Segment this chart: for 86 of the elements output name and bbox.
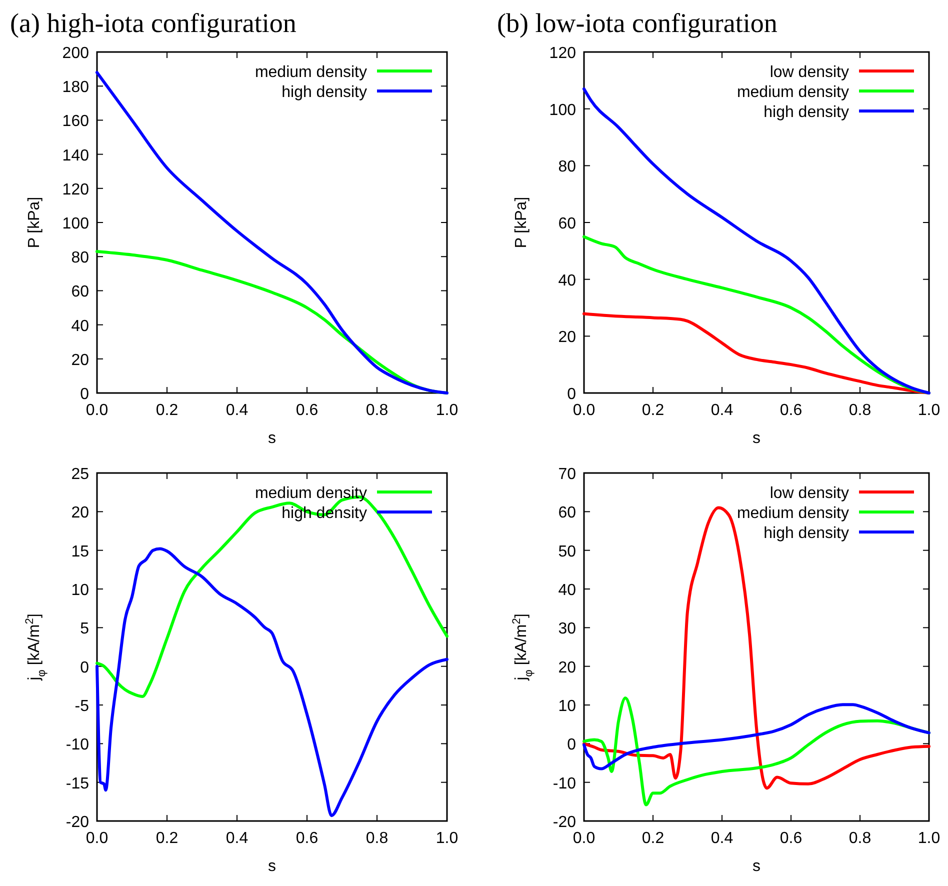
y-tick-label: 0 xyxy=(567,386,576,403)
x-tick-label: 0.0 xyxy=(86,402,108,419)
x-tick-label: 0.6 xyxy=(296,830,318,847)
y-tick-label: -20 xyxy=(66,814,90,831)
x-tick-label: 0.8 xyxy=(366,402,388,419)
legend-label: high density xyxy=(282,84,367,101)
x-tick-label: 0.2 xyxy=(156,402,178,419)
y-tick-label: 80 xyxy=(71,250,90,267)
y-tick-label: 100 xyxy=(62,216,90,232)
y-tick-label: 60 xyxy=(71,284,90,301)
y-tick-label: -10 xyxy=(66,736,90,754)
y-tick-label: 120 xyxy=(62,181,90,198)
x-tick-label: 1.0 xyxy=(436,402,458,419)
x-tick-label: 0.6 xyxy=(780,830,802,847)
x-tick-label: 1.0 xyxy=(918,402,940,419)
y-tick-label: 60 xyxy=(558,504,576,522)
x-tick-label: 1.0 xyxy=(918,830,940,847)
y-tick-label: 20 xyxy=(71,352,90,369)
y-tick-label: 40 xyxy=(558,582,576,599)
legend-label: medium density xyxy=(736,505,849,522)
y-tick-label: 180 xyxy=(62,79,90,96)
x-tick-label: 0.2 xyxy=(156,830,178,847)
y-tick-label: 70 xyxy=(558,466,576,483)
x-tick-label: 0.8 xyxy=(366,830,388,847)
y-axis-title: P [kPa] xyxy=(513,196,530,248)
y-tick-label: 120 xyxy=(549,45,576,62)
y-tick-label: 20 xyxy=(558,329,576,346)
y-tick-label: 0 xyxy=(80,659,90,676)
y-tick-label: 80 xyxy=(558,158,576,176)
legend-label: low density xyxy=(770,485,849,502)
y-tick-label: 10 xyxy=(71,582,90,599)
x-tick-label: 0.0 xyxy=(572,830,596,847)
y-axis-title: P [kPa] xyxy=(26,196,43,248)
x-axis-title: s xyxy=(268,430,276,447)
y-tick-label: 25 xyxy=(71,466,90,483)
legend-label: high density xyxy=(282,505,367,522)
line-series xyxy=(582,506,930,790)
x-axis-title: s xyxy=(752,858,760,875)
y-tick-label: 30 xyxy=(558,620,576,638)
x-tick-label: 0.8 xyxy=(848,402,872,419)
x-tick-label: 0.2 xyxy=(642,830,664,847)
line-series xyxy=(582,87,930,394)
x-tick-label: 0.6 xyxy=(296,402,318,419)
x-tick-label: 0.2 xyxy=(642,402,664,419)
chart-title: (a) high-iota configuration xyxy=(10,8,297,38)
y-tick-label: 5 xyxy=(80,620,90,638)
y-tick-label: 160 xyxy=(62,113,90,130)
x-tick-label: 0.0 xyxy=(86,830,108,847)
line-series xyxy=(96,547,448,818)
y-tick-label: 60 xyxy=(558,216,576,232)
y-tick-label: 100 xyxy=(549,102,576,119)
legend-label: medium density xyxy=(254,64,367,81)
legend-label: low density xyxy=(770,64,849,81)
y-tick-label: 40 xyxy=(71,318,90,335)
legend-label: medium density xyxy=(254,485,367,502)
x-tick-label: 0.6 xyxy=(780,402,802,419)
chart-title: (b) low-iota configuration xyxy=(497,8,778,38)
y-tick-label: -20 xyxy=(552,814,576,831)
x-tick-label: 0.8 xyxy=(848,830,872,847)
legend-label: high density xyxy=(764,525,849,542)
x-axis-title: s xyxy=(268,858,276,875)
y-tick-label: 20 xyxy=(71,504,90,522)
y-tick-label: 40 xyxy=(558,272,576,290)
x-tick-label: 0.4 xyxy=(226,830,248,847)
line-series xyxy=(582,312,930,394)
y-tick-label: 0 xyxy=(567,736,576,754)
y-tick-label: 15 xyxy=(71,543,90,560)
y-tick-label: 140 xyxy=(62,147,90,164)
y-tick-label: 20 xyxy=(558,659,576,676)
y-tick-label: 200 xyxy=(62,45,90,62)
y-tick-label: 50 xyxy=(558,543,576,560)
y-tick-label: -15 xyxy=(66,775,90,792)
y-tick-label: 10 xyxy=(558,698,576,715)
x-tick-label: 0.4 xyxy=(710,402,734,419)
line-series xyxy=(582,703,930,770)
x-axis-title: s xyxy=(752,430,760,447)
y-tick-label: 0 xyxy=(80,386,90,403)
y-tick-label: -5 xyxy=(74,698,90,715)
legend-label: medium density xyxy=(736,84,849,101)
x-tick-label: 0.0 xyxy=(572,402,596,419)
line-series xyxy=(582,235,930,394)
x-tick-label: 0.4 xyxy=(710,830,734,847)
y-tick-label: -10 xyxy=(552,775,576,792)
legend-label: high density xyxy=(764,104,849,121)
x-tick-label: 1.0 xyxy=(436,830,458,847)
x-tick-label: 0.4 xyxy=(226,402,248,419)
